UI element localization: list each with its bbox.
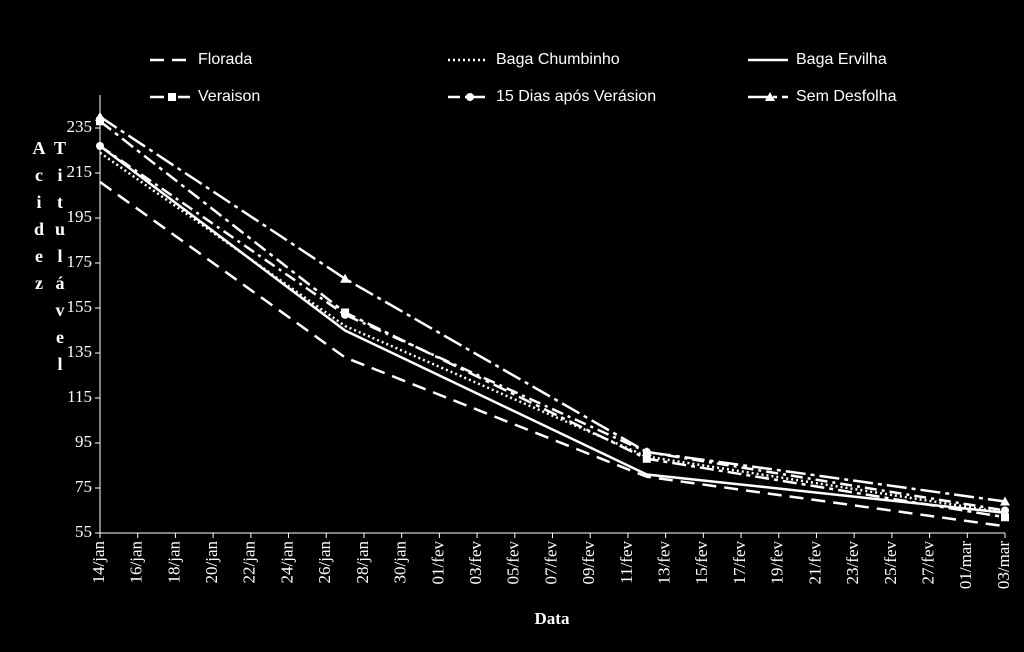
y-tick-label: 235 — [67, 117, 93, 136]
y-tick-label: 55 — [75, 522, 92, 541]
marker — [95, 111, 105, 121]
marker — [340, 273, 351, 283]
x-tick-label: 28/jan — [353, 541, 372, 584]
x-tick-label: 01/fev — [428, 541, 447, 585]
marker — [1000, 496, 1010, 506]
legend-label: Florada — [198, 51, 252, 68]
legend-label: Baga Chumbinho — [496, 51, 620, 68]
y-tick-label: 195 — [67, 207, 93, 226]
legend-marker — [168, 93, 176, 101]
marker — [641, 447, 652, 456]
x-tick-label: 22/jan — [240, 541, 259, 584]
legend-label: 15 Dias após Verásion — [496, 88, 656, 105]
series-line — [99, 115, 1006, 503]
y-tick-label: 115 — [67, 387, 92, 406]
y-tick-label: 135 — [67, 342, 93, 361]
series-line — [99, 180, 1006, 528]
y-tick-label: 95 — [75, 432, 92, 451]
legend-label: Veraison — [198, 88, 260, 105]
legend-marker-shape — [466, 93, 474, 101]
y-tick-label: 155 — [67, 297, 93, 316]
x-tick-label: 19/fev — [768, 541, 787, 585]
legend-marker-shape — [168, 93, 176, 101]
x-tick-label: 30/jan — [391, 541, 410, 584]
x-tick-label: 14/jan — [89, 541, 108, 584]
x-tick-label: 25/fev — [881, 541, 900, 585]
x-tick-label: 21/fev — [805, 541, 824, 585]
y-tick-label: 175 — [67, 252, 93, 271]
x-tick-label: 18/jan — [164, 541, 183, 584]
x-tick-label: 09/fev — [579, 541, 598, 585]
x-tick-label: 26/jan — [315, 541, 334, 584]
marker — [96, 117, 104, 126]
marker — [642, 454, 651, 463]
x-tick-label: 23/fev — [843, 541, 862, 585]
legend-label: Sem Desfolha — [796, 88, 897, 105]
x-tick-label: 17/fev — [730, 541, 749, 585]
legend-marker — [466, 93, 474, 101]
y-tick-label: 215 — [67, 162, 93, 181]
x-tick-label: 16/jan — [127, 541, 146, 584]
marker — [1001, 506, 1009, 515]
x-tick-label: 01/mar — [956, 541, 975, 589]
series-line — [99, 120, 1006, 519]
x-tick-label: 13/fev — [655, 541, 674, 585]
x-axis-label: Data — [535, 609, 570, 628]
x-tick-label: 15/fev — [692, 541, 711, 585]
x-tick-label: 27/fev — [918, 541, 937, 585]
legend-marker-shape — [765, 92, 775, 101]
x-tick-label: 11/fev — [617, 541, 636, 584]
marker — [1001, 513, 1009, 522]
legend-label: Baga Ervilha — [796, 51, 887, 68]
x-tick-label: 24/jan — [277, 541, 296, 584]
series-line — [99, 144, 1006, 512]
series-line — [99, 145, 1006, 514]
x-tick-label: 03/fev — [466, 541, 485, 585]
x-tick-label: 03/mar — [994, 541, 1013, 589]
x-tick-label: 20/jan — [202, 541, 221, 584]
marker — [96, 142, 104, 150]
y-axis-label: Acidez Titulável — [29, 138, 70, 381]
y-tick-label: 75 — [75, 477, 92, 496]
marker — [341, 310, 350, 319]
legend-marker — [765, 92, 775, 101]
x-tick-label: 07/fev — [541, 541, 560, 585]
x-tick-label: 05/fev — [504, 541, 523, 585]
